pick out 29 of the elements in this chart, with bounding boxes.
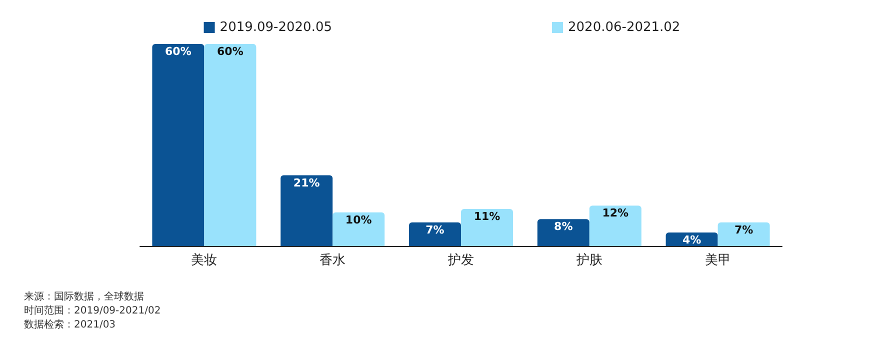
- data-label: 11%: [474, 210, 500, 223]
- data-label: 10%: [345, 213, 372, 226]
- x-tick-label: 美甲: [704, 252, 731, 268]
- data-label: 60%: [217, 45, 244, 58]
- data-label: 12%: [602, 206, 629, 220]
- source-note: 来源：国际数据，全球数据: [24, 290, 144, 302]
- bar: [332, 212, 385, 246]
- data-label: 7%: [734, 223, 754, 236]
- bar: [589, 206, 642, 246]
- bar: [461, 208, 513, 246]
- legend-label: 2020.06-2021.02: [568, 20, 680, 35]
- x-tick-label: 香水: [320, 253, 346, 268]
- data-label: 4%: [682, 234, 702, 247]
- data-label: 8%: [554, 220, 573, 234]
- text: 时间范围：2019/09-2021/02: [24, 304, 161, 316]
- x-tick-label: 美妆: [191, 252, 218, 268]
- x-tick-label: 护肤: [575, 253, 602, 268]
- bar: [204, 44, 256, 246]
- legend-label: 2019.09-2020.05: [220, 20, 332, 35]
- text: 数据检索：2021/03: [24, 318, 116, 330]
- bar: [280, 175, 333, 246]
- data-label: 60%: [165, 45, 192, 58]
- bar: [409, 222, 461, 246]
- data-label: 21%: [293, 176, 320, 190]
- bar: [537, 219, 590, 246]
- x-tick-label: 护发: [447, 253, 474, 268]
- bar: [718, 222, 770, 246]
- bar: [152, 44, 204, 246]
- data-label: 7%: [426, 223, 444, 236]
